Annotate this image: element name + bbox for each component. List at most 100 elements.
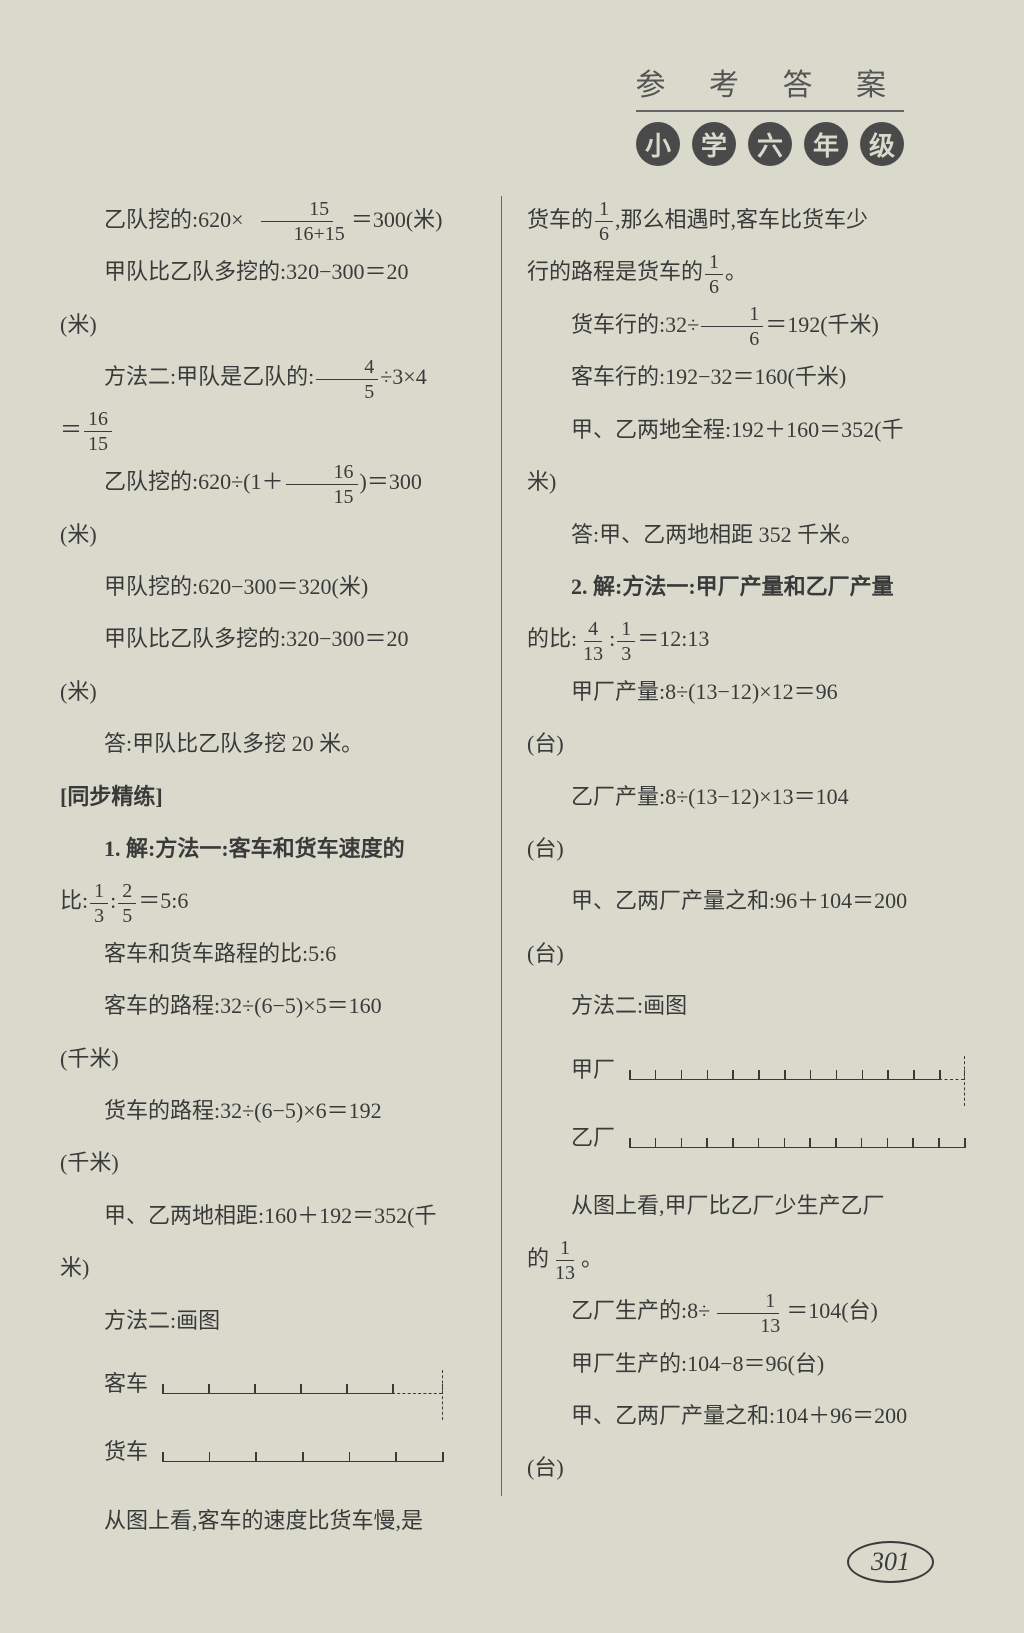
text: 货车行的:32÷	[571, 312, 699, 337]
diagram-label: 客车	[104, 1360, 154, 1408]
numerator: 1	[717, 1291, 779, 1314]
diagram-left: 客车 货车	[104, 1360, 476, 1477]
text: :	[110, 888, 116, 913]
badge-5: 级	[860, 122, 904, 166]
text: )＝300	[360, 469, 422, 494]
text-line: 甲、乙两厂产量之和:96＋104＝200	[527, 877, 964, 925]
diagram-row-bus: 客车	[104, 1360, 476, 1408]
header-title: 参 考 答 案	[636, 60, 905, 112]
text-line: 甲厂生产的:104−8＝96(台)	[527, 1340, 964, 1388]
text-line: 乙厂生产的:8÷113＝104(台)	[527, 1287, 964, 1335]
text: ＝5:6	[138, 888, 188, 913]
numerator: 16	[84, 409, 112, 432]
badge-1: 小	[636, 122, 680, 166]
denominator: 15	[286, 485, 358, 507]
text-line: 甲队挖的:620−300＝320(米)	[60, 563, 476, 611]
fraction: 113	[712, 1291, 784, 1336]
diagram-row-truck: 货车	[104, 1428, 476, 1476]
text: 乙队挖的:620÷(1＋	[104, 469, 284, 494]
text-line: 甲、乙两厂产量之和:104＋96＝200	[527, 1392, 964, 1440]
text-line: 甲厂产量:8÷(13−12)×12＝96	[527, 668, 964, 716]
fraction: 25	[118, 881, 136, 926]
ruler-bus	[162, 1374, 442, 1394]
text-line: 客车行的:192−32＝160(千米)	[527, 353, 964, 401]
content-columns: 乙队挖的:620×1516+15＝300(米) 甲队比乙队多挖的:320−300…	[60, 196, 964, 1496]
denominator: 6	[701, 327, 763, 349]
denominator: 3	[90, 904, 108, 926]
text: 。	[725, 259, 747, 284]
fraction: 1615	[286, 462, 358, 507]
diagram-row-factoryB: 乙厂	[571, 1114, 964, 1162]
section-label: [同步精练]	[60, 773, 476, 821]
fraction: 16	[701, 304, 763, 349]
text-line: 货车行的:32÷16＝192(千米)	[527, 301, 964, 349]
numerator: 1	[701, 304, 763, 327]
fraction: 13	[90, 881, 108, 926]
denominator: 5	[118, 904, 136, 926]
text: ,那么相遇时,客车比货车少	[615, 207, 868, 232]
text-line: 乙队挖的:620÷(1＋1615)＝300	[60, 458, 476, 506]
numerator: 2	[118, 881, 136, 904]
badge-2: 学	[692, 122, 736, 166]
text-line: 甲队比乙队多挖的:320−300＝20	[60, 248, 476, 296]
grade-badges: 小 学 六 年 级	[60, 122, 904, 166]
text-line: (台)	[527, 930, 964, 978]
text-line: (千米)	[60, 1139, 476, 1187]
page-number: 301	[847, 1541, 934, 1583]
text: ÷3×4	[380, 364, 426, 389]
text-line: 米)	[527, 458, 964, 506]
page-header: 参 考 答 案 小 学 六 年 级	[60, 60, 964, 166]
text: ＝	[60, 417, 82, 442]
page-number-value: 301	[847, 1541, 934, 1583]
denominator: 13	[712, 1314, 784, 1336]
numerator: 16	[286, 462, 358, 485]
text-line: 比:13:25＝5:6	[60, 877, 476, 925]
fraction: 113	[551, 1238, 579, 1283]
badge-3: 六	[748, 122, 792, 166]
text-line: 答:甲队比乙队多挖 20 米。	[60, 720, 476, 768]
text-line: 2. 解:方法一:甲厂产量和乙厂产量	[527, 563, 964, 611]
fraction: 16	[595, 199, 613, 244]
denominator: 13	[579, 642, 607, 664]
text: :	[609, 626, 615, 651]
text-line: 答:甲、乙两地相距 352 千米。	[527, 511, 964, 559]
numerator: 1	[556, 1238, 574, 1261]
text-line: 乙厂产量:8÷(13−12)×13＝104	[527, 773, 964, 821]
text-line: 从图上看,客车的速度比货车慢,是	[60, 1497, 476, 1545]
text-line: 方法二:甲队是乙队的:45÷3×4	[60, 353, 476, 401]
numerator: 1	[595, 199, 613, 222]
text: 的	[527, 1246, 549, 1271]
numerator: 1	[90, 881, 108, 904]
text-line: 方法二:画图	[527, 982, 964, 1030]
text-line: (千米)	[60, 1035, 476, 1083]
fraction: 45	[316, 357, 378, 402]
fraction: 1516+15	[246, 199, 349, 244]
text-line: 从图上看,甲厂比乙厂少生产乙厂	[527, 1182, 964, 1230]
text: 行的路程是货车的	[527, 259, 703, 284]
fraction: 16	[705, 252, 723, 297]
text-line: (台)	[527, 720, 964, 768]
text-line: 1. 解:方法一:客车和货车速度的	[60, 825, 476, 873]
denominator: 15	[84, 432, 112, 454]
denominator: 6	[705, 275, 723, 297]
denominator: 16+15	[246, 222, 349, 244]
text: 货车的	[527, 207, 593, 232]
text: ＝12:13	[637, 626, 709, 651]
diagram-label: 乙厂	[571, 1114, 621, 1162]
text-line: (米)	[60, 668, 476, 716]
numerator: 1	[617, 619, 635, 642]
text-line: 甲、乙两地全程:192＋160＝352(千	[527, 406, 964, 454]
text-line: (台)	[527, 825, 964, 873]
text-line: 乙队挖的:620×1516+15＝300(米)	[60, 196, 476, 244]
text-line: (米)	[60, 301, 476, 349]
numerator: 4	[584, 619, 602, 642]
text-line: (台)	[527, 1444, 964, 1492]
text-line: 客车的路程:32÷(6−5)×5＝160	[60, 982, 476, 1030]
badge-4: 年	[804, 122, 848, 166]
text: ＝192(千米)	[765, 312, 879, 337]
text-line: 方法二:画图	[60, 1297, 476, 1345]
fraction: 13	[617, 619, 635, 664]
fraction: 1615	[84, 409, 112, 454]
ruler-truck	[162, 1442, 442, 1462]
diagram-row-factoryA: 甲厂	[571, 1046, 964, 1094]
